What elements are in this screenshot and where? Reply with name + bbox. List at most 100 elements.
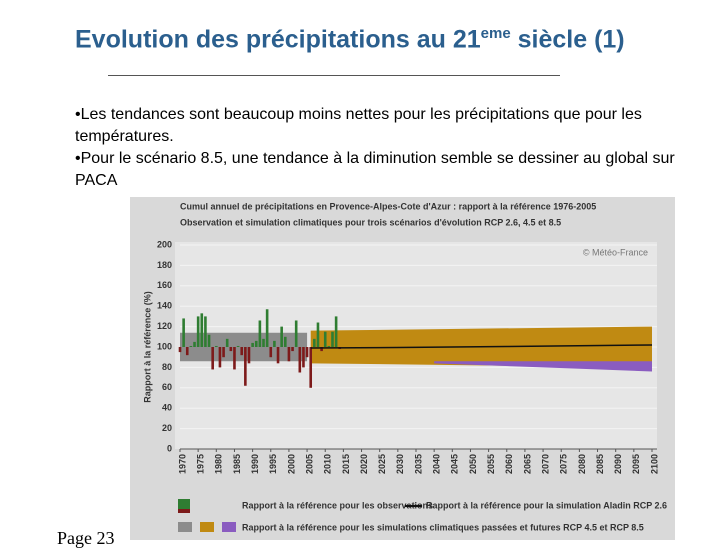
legend-label: Rapport à la référence pour les simulati… [242,522,644,532]
bar [251,342,254,347]
bar [182,318,185,347]
title-rule [108,75,560,76]
x-tick-label: 2045 [450,454,460,474]
x-tick-label: 1975 [196,454,206,474]
bar [240,347,244,356]
bar [215,345,218,347]
y-tick-label: 80 [162,362,172,372]
bar [331,331,334,347]
bar [236,345,240,347]
bar [302,347,305,368]
bullet: •Pour le scénario 8.5, une tendance à la… [75,150,675,189]
bar [323,331,327,347]
x-tick-label: 2085 [595,454,605,474]
slide-title: Evolution des précipitations au 21eme si… [75,18,675,55]
legend-label: Rapport à la référence pour les observat… [242,500,433,510]
bar [309,347,313,388]
chart-title: Cumul annuel de précipitations en Proven… [180,201,596,211]
bar [327,345,331,347]
bar [283,336,287,347]
x-tick-label: 2015 [341,454,351,474]
bar [262,338,265,347]
legend-label: Rapport à la référence pour la simulatio… [426,500,667,510]
bar [320,347,323,352]
band [434,361,652,372]
x-tick-label: 2050 [468,454,478,474]
bar [276,347,280,364]
x-tick-label: 1995 [268,454,278,474]
y-tick-label: 0 [167,443,172,453]
bullet: •Les tendances sont beaucoup moins nette… [75,106,642,145]
y-tick-label: 100 [157,341,172,351]
bar [273,340,276,347]
bar [178,347,182,353]
bar [316,322,320,347]
bar [200,313,204,347]
bar [225,338,229,347]
x-tick-label: 2090 [613,454,623,474]
bar [294,320,298,347]
x-tick-label: 2005 [304,454,314,474]
x-tick-label: 2055 [486,454,496,474]
x-tick-label: 2080 [577,454,587,474]
y-tick-label: 200 [157,239,172,249]
bar [244,347,247,386]
x-tick-label: 1990 [250,454,260,474]
source: © Météo-France [583,247,648,257]
bar [258,320,262,347]
y-tick-label: 120 [157,321,172,331]
x-tick-label: 1970 [177,454,187,474]
x-tick-label: 2030 [395,454,405,474]
y-tick-label: 20 [162,423,172,433]
x-tick-label: 2025 [377,454,387,474]
y-tick-label: 140 [157,301,172,311]
x-tick-label: 2070 [540,454,550,474]
footer: Page 23 [57,528,115,548]
y-axis-label: Rapport à la référence (%) [142,291,152,403]
bar [287,347,291,362]
x-tick-label: 2075 [559,454,569,474]
bar [291,347,294,352]
line [310,344,653,349]
y-tick-label: 40 [162,403,172,413]
x-tick-label: 1980 [214,454,224,474]
bullet-text: Pour le scénario 8.5, une tendance à la … [75,150,675,189]
title-sup: eme [480,25,511,42]
bar [313,338,316,347]
bar [334,316,338,347]
bar [211,347,214,370]
bar [247,347,251,364]
bar [207,334,211,347]
bullets: •Les tendances sont beaucoup moins nette… [75,104,675,192]
bar [298,347,302,373]
x-tick-label: 2095 [631,454,641,474]
title-end: siècle (1) [510,25,625,54]
bar [265,309,269,347]
bar [218,347,222,368]
bar [305,347,309,358]
title-text: Evolution des précipitations au 21 [75,25,481,54]
y-tick-label: 60 [162,382,172,392]
legend-swatch [222,522,236,532]
legend-swatch [178,499,190,509]
bar [229,347,233,352]
chart-subtitle: Observation et simulation climatiques po… [180,217,561,227]
x-tick-label: 2065 [522,454,532,474]
x-tick-label: 2100 [649,454,659,474]
legend-swatch [178,509,190,513]
x-tick-label: 2000 [286,454,296,474]
x-tick-label: 2035 [413,454,423,474]
legend-swatch [200,522,214,532]
bullet-text: Les tendances sont beaucoup moins nettes… [75,106,642,145]
bar [280,326,283,347]
bar [269,347,273,358]
y-tick-label: 160 [157,280,172,290]
bar [204,316,207,347]
chart: Cumul annuel de précipitations en Proven… [130,197,675,540]
y-tick-label: 180 [157,260,172,270]
bar [196,316,200,347]
x-tick-label: 1985 [232,454,242,474]
bar [233,347,236,370]
bar [193,341,196,347]
